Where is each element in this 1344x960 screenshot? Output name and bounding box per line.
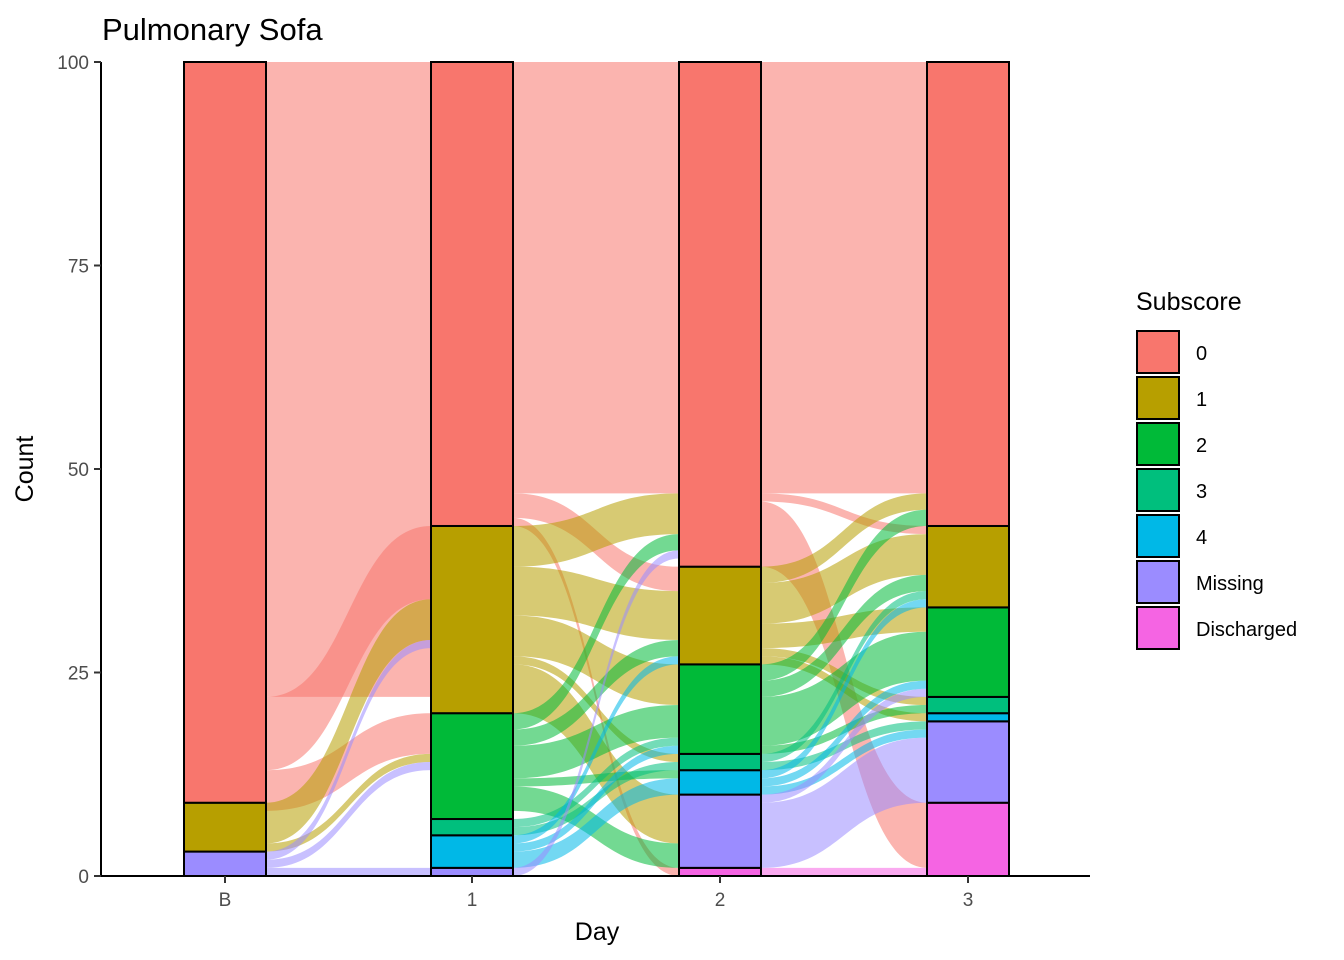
bar-segment-3-4	[926, 712, 1010, 723]
bar-segment-3-2	[926, 606, 1010, 698]
flow-2-4-to-3-2	[761, 680, 927, 787]
legend-key-0	[1136, 330, 1180, 374]
legend-label-0: 0	[1196, 343, 1207, 365]
bar-segment-1-4	[430, 834, 514, 869]
bar-segment-3-0	[926, 61, 1010, 527]
legend-label-2: 2	[1196, 435, 1207, 457]
legend-label-discharged: Discharged	[1196, 619, 1297, 641]
bar-segment-2-3	[678, 752, 762, 772]
legend-key-1	[1136, 376, 1180, 420]
y-tick-label-75: 75	[68, 257, 89, 278]
legend: Subscore 0 1 2 3 4 Missing Discharged	[1136, 288, 1297, 650]
bar-segment-3-discharged	[926, 801, 1010, 877]
x-tick-label-3: 3	[963, 890, 974, 911]
y-tick-label-50: 50	[68, 460, 89, 481]
legend-label-missing: Missing	[1196, 573, 1264, 595]
flow-2-3-to-3-1	[761, 591, 927, 763]
flow-1-4-to-2-1	[513, 656, 679, 844]
x-tick-label-2: 2	[715, 890, 726, 911]
flow-2-0-to-3-1	[761, 493, 927, 535]
flow-1-2-to-2-1	[513, 639, 679, 746]
flow-b-1-to-1-2	[266, 753, 431, 852]
bar-segment-2-4	[678, 769, 762, 796]
bar-segment-3-1	[926, 524, 1010, 609]
bar-segment-b-missing	[183, 850, 267, 878]
flow-1-4-to-2-2	[513, 745, 679, 852]
flow-layer	[266, 62, 927, 876]
flow-1-4-to-2-4	[513, 778, 679, 868]
bar-segment-2-1	[678, 565, 762, 666]
y-tick-label-25: 25	[68, 664, 89, 685]
flow-2-2-to-3-1	[761, 574, 927, 697]
legend-key-discharged	[1136, 606, 1180, 650]
flow-b-0-to-1-0	[266, 62, 431, 697]
bar-segment-2-discharged	[678, 866, 762, 877]
flow-1-1-to-2-0	[513, 493, 679, 567]
legend-key-2	[1136, 422, 1180, 466]
flow-2-missing-to-3-2	[761, 688, 927, 803]
flow-2-0-to-3-0	[761, 62, 927, 494]
flow-2-missing-to-3-missing	[761, 737, 927, 868]
legend-label-3: 3	[1196, 481, 1207, 503]
flow-1-0-to-2-0	[513, 62, 679, 494]
bar-segment-2-0	[678, 61, 762, 568]
bar-segment-3-missing	[926, 720, 1010, 804]
flow-1-missing-to-2-0	[513, 550, 679, 876]
flow-2-4-to-3-1	[761, 599, 927, 779]
flow-1-3-to-2-2	[513, 737, 679, 828]
x-axis-title: Day	[575, 918, 620, 946]
legend-key-missing	[1136, 560, 1180, 604]
legend-key-4	[1136, 514, 1180, 558]
bar-segment-1-1	[430, 524, 514, 715]
flow-2-discharged-to-3-discharged	[761, 867, 927, 876]
bar-segment-2-missing	[678, 793, 762, 869]
bar-segment-b-1	[183, 801, 267, 853]
legend-label-4: 4	[1196, 527, 1207, 549]
chart-title: Pulmonary Sofa	[102, 12, 323, 47]
flow-1-2-to-2-0	[513, 534, 679, 730]
flow-1-2-to-2-2	[513, 705, 679, 779]
legend-label-1: 1	[1196, 389, 1207, 411]
bar-layer	[183, 61, 1010, 878]
bar-segment-1-2	[430, 712, 514, 821]
flow-2-1-to-3-1	[761, 534, 927, 624]
x-tick-label-b: B	[219, 890, 232, 911]
flow-b-missing-to-1-2	[266, 762, 431, 868]
x-tick-label-1: 1	[467, 890, 478, 911]
bar-segment-2-2	[678, 663, 762, 755]
flow-b-missing-to-1-1	[266, 639, 431, 860]
bar-segment-1-missing	[430, 866, 514, 877]
flow-1-1-to-2-1	[513, 566, 679, 640]
flow-2-2-to-3-0	[761, 509, 927, 681]
y-axis-title: Count	[11, 436, 39, 503]
y-tick-label-0: 0	[78, 867, 89, 888]
bar-segment-1-3	[430, 818, 514, 837]
y-ticks: 0 25 50 75 100	[57, 53, 101, 888]
legend-title: Subscore	[1136, 288, 1242, 316]
flow-2-4-to-3-missing	[761, 729, 927, 795]
legend-key-3	[1136, 468, 1180, 512]
bar-segment-b-0	[183, 61, 267, 804]
flow-b-0-to-1-1	[266, 525, 431, 771]
flow-2-1-to-3-0	[761, 493, 927, 583]
y-tick-label-100: 100	[57, 53, 89, 74]
x-ticks: B 1 2 3	[219, 876, 974, 911]
flow-b-missing-to-1-missing	[266, 867, 431, 876]
bar-segment-1-0	[430, 61, 514, 527]
bar-segment-3-3	[926, 695, 1010, 715]
flow-b-1-to-1-1	[266, 599, 431, 844]
